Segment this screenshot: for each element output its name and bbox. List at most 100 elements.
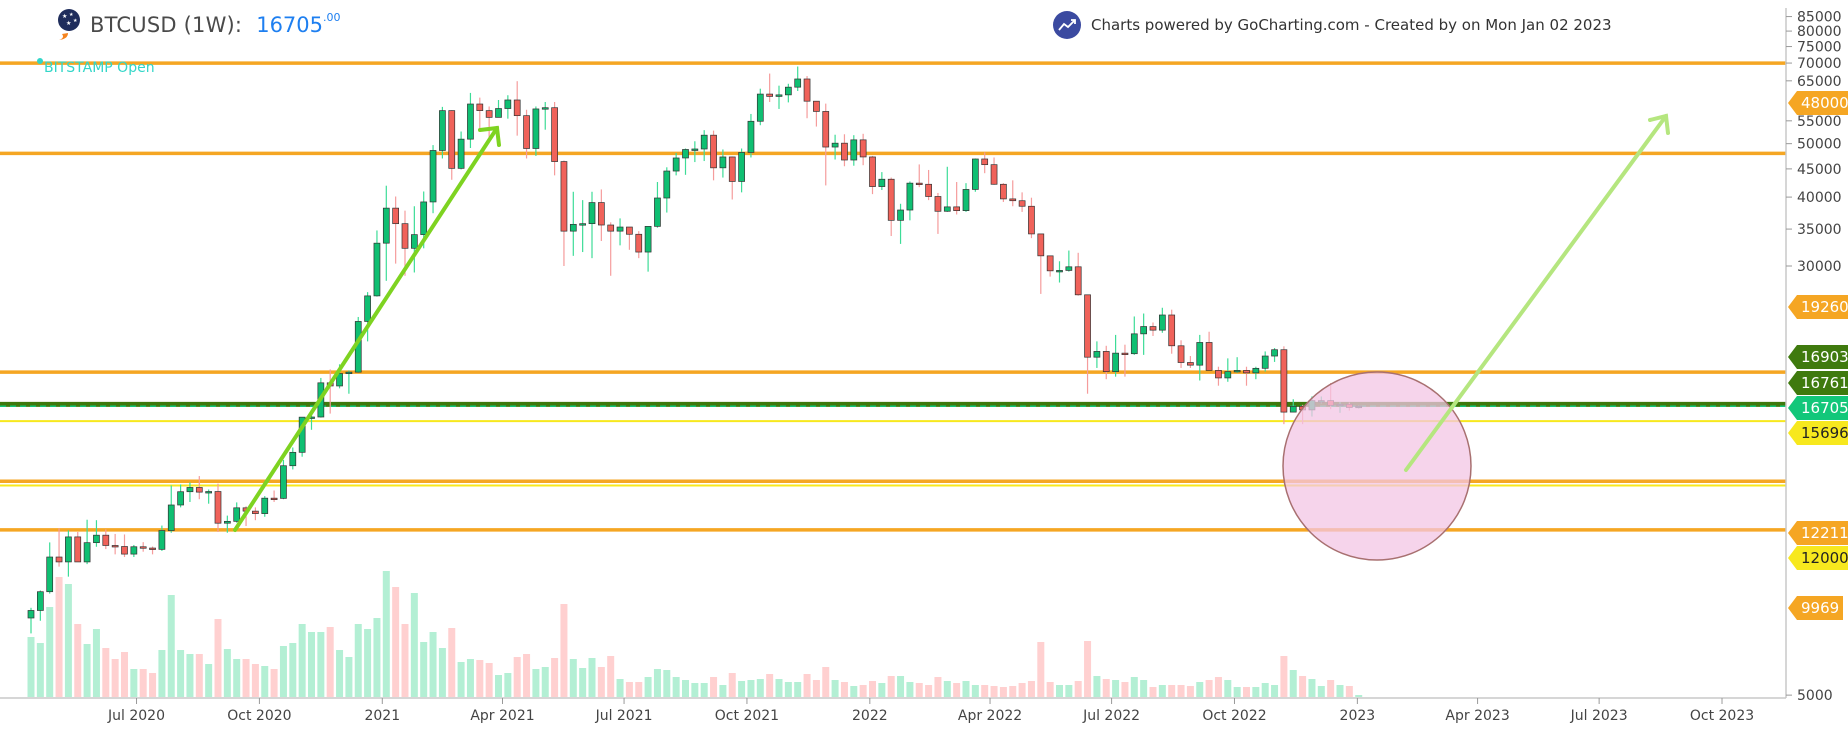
target-zone-circle[interactable] — [1282, 371, 1472, 561]
volume-bar — [840, 682, 848, 697]
x-tick-label: 2022 — [852, 708, 888, 724]
projection-arrow[interactable] — [1404, 114, 1668, 472]
candle-body — [46, 556, 54, 593]
volume-bar — [869, 681, 876, 697]
price-tag: 12211 — [1788, 521, 1848, 545]
y-tick-label: 85000 — [1797, 10, 1842, 26]
candle-body — [1065, 266, 1073, 271]
candle-body — [439, 110, 446, 151]
volume-bar — [915, 683, 923, 697]
volume-bar — [298, 624, 306, 697]
volume-bar — [1271, 685, 1279, 697]
candle-body — [588, 202, 596, 225]
svg-text:★: ★ — [62, 13, 67, 20]
price-tag: 15696 — [1788, 421, 1848, 445]
volume-bar — [710, 677, 718, 697]
candle-body — [476, 103, 484, 111]
volume-bar — [953, 683, 961, 697]
candle-body — [738, 152, 745, 182]
candle-body — [429, 150, 437, 203]
volume-bar — [925, 685, 933, 697]
volume-bar — [195, 654, 203, 697]
volume-bar — [635, 682, 643, 697]
candle-body — [532, 108, 540, 149]
price-tag: 19260 — [1788, 295, 1848, 319]
volume-bar — [850, 686, 858, 697]
volume-bar — [1130, 677, 1138, 697]
volume-bar — [1224, 680, 1232, 697]
candle-body — [990, 164, 998, 185]
horizontal-levels — [0, 61, 1786, 532]
candle-body — [214, 491, 222, 524]
candle-body — [906, 182, 914, 211]
candle-body — [1196, 342, 1204, 366]
trending-up-logo-icon[interactable] — [1052, 10, 1082, 40]
volume-bar — [1308, 679, 1316, 697]
candle-body — [569, 223, 577, 232]
candle-body — [878, 178, 886, 187]
volume-bar — [588, 658, 596, 697]
volume-bar — [766, 674, 774, 697]
uptrend-arrow-head — [478, 125, 501, 147]
candle-body — [616, 226, 624, 232]
candle-body — [289, 451, 297, 467]
price-tag: 48000 — [1788, 91, 1848, 115]
volume-bar — [121, 652, 128, 697]
x-tick-label: Jul 2021 — [595, 708, 653, 724]
data-source-label[interactable]: BITSTAMP Open — [44, 60, 155, 76]
candle-body — [953, 206, 961, 211]
candle-body — [654, 197, 661, 227]
x-tick-label: Jul 2022 — [1082, 708, 1140, 724]
candle-body — [411, 234, 418, 249]
volume-bar — [83, 644, 91, 697]
y-tick-label: 80000 — [1797, 24, 1842, 40]
credit-text: Charts powered by GoCharting.com - Creat… — [1091, 16, 1612, 34]
candle-body — [252, 510, 259, 514]
x-tick-label: Jul 2023 — [1570, 708, 1628, 724]
candle-body — [1149, 326, 1157, 331]
price-tag: 9969 — [1787, 596, 1844, 620]
uptrend-arrow[interactable] — [233, 126, 499, 532]
candle-body — [841, 142, 848, 161]
candle-body — [971, 158, 979, 190]
volume-bar — [214, 619, 222, 697]
candle-body — [504, 99, 512, 109]
volume-bar — [1336, 685, 1344, 697]
candle-body — [1289, 405, 1297, 413]
volume-bar — [1252, 687, 1260, 697]
candle-body — [177, 491, 184, 506]
x-tick-label: Oct 2020 — [227, 708, 291, 724]
price-tag: 16903 — [1788, 345, 1848, 369]
candle-body — [1000, 183, 1007, 200]
volume-bar — [1289, 670, 1297, 697]
candle-body — [747, 120, 755, 153]
y-tick-label: 45000 — [1797, 162, 1842, 178]
x-tick-label: Oct 2023 — [1690, 708, 1754, 724]
candle-body — [541, 107, 549, 110]
y-tick-label: 75000 — [1797, 40, 1842, 56]
candle-body — [1028, 205, 1035, 235]
volume-bar — [644, 677, 652, 697]
volume-bar — [728, 673, 736, 697]
y-tick-label: 40000 — [1797, 190, 1842, 206]
volume-bar — [812, 680, 820, 697]
volume-bar — [64, 584, 72, 697]
x-tick-label: 2023 — [1340, 708, 1376, 724]
volume-bar — [448, 628, 456, 697]
candle-body — [205, 491, 212, 494]
candle-body — [813, 100, 820, 112]
volume-bar — [682, 680, 689, 697]
candle-body — [700, 134, 708, 150]
volume-bar — [700, 683, 708, 697]
volume-bar — [466, 659, 474, 697]
volume-bar — [1112, 680, 1120, 697]
candle-body — [579, 223, 587, 226]
candle-body — [1215, 370, 1222, 379]
candle-body — [635, 233, 643, 253]
volume-bar — [130, 669, 138, 697]
volume-bar — [719, 685, 727, 697]
candle-body — [710, 134, 717, 169]
candle-body — [1046, 255, 1054, 272]
candle-body — [887, 178, 895, 221]
